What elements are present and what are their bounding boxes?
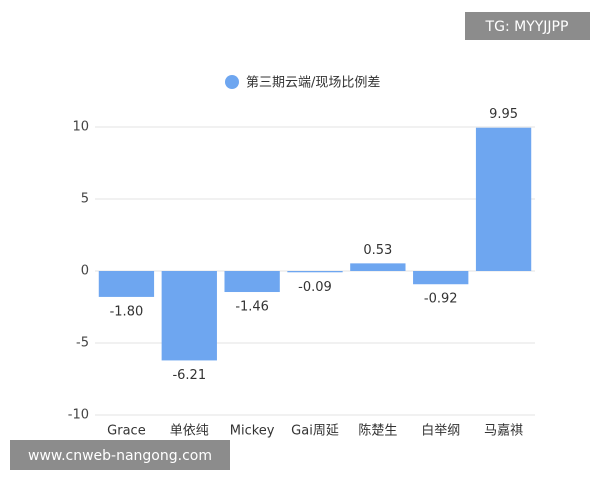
x-tick-label: Mickey [230, 424, 275, 439]
value-label: 0.53 [363, 243, 392, 258]
x-tick-label: 马嘉祺 [484, 424, 523, 439]
y-tick-label: -5 [76, 336, 89, 351]
watermark: www.cnweb-nangong.com [28, 448, 212, 464]
value-label: -0.92 [424, 292, 458, 307]
x-tick-label: 单依纯 [170, 424, 209, 439]
y-tick-label: 0 [81, 264, 89, 279]
bar [287, 271, 343, 273]
bar [98, 271, 155, 297]
bar [350, 263, 406, 271]
watermark-box [465, 12, 590, 40]
x-tick-label: Gai周延 [291, 424, 339, 439]
value-label: -1.80 [110, 304, 144, 319]
y-tick-label: -10 [68, 408, 89, 423]
y-tick-label: 10 [72, 120, 89, 135]
bar [161, 271, 217, 361]
value-label: -6.21 [172, 368, 206, 383]
value-label: -1.46 [235, 300, 269, 315]
value-label: 9.95 [489, 107, 518, 122]
y-tick-label: 5 [81, 192, 89, 207]
watermark-box [10, 440, 230, 470]
bar [475, 127, 532, 271]
watermark: TG: MYYJJPP [485, 19, 569, 35]
x-tick-label: 陈楚生 [358, 423, 397, 439]
value-label: -0.09 [298, 280, 332, 295]
legend-label: 第三期云端/现场比例差 [246, 76, 380, 91]
bar [224, 271, 280, 293]
x-tick-label: Grace [107, 424, 146, 439]
legend-marker [225, 75, 239, 89]
bar [413, 271, 469, 285]
x-tick-label: 白举纲 [421, 423, 460, 439]
